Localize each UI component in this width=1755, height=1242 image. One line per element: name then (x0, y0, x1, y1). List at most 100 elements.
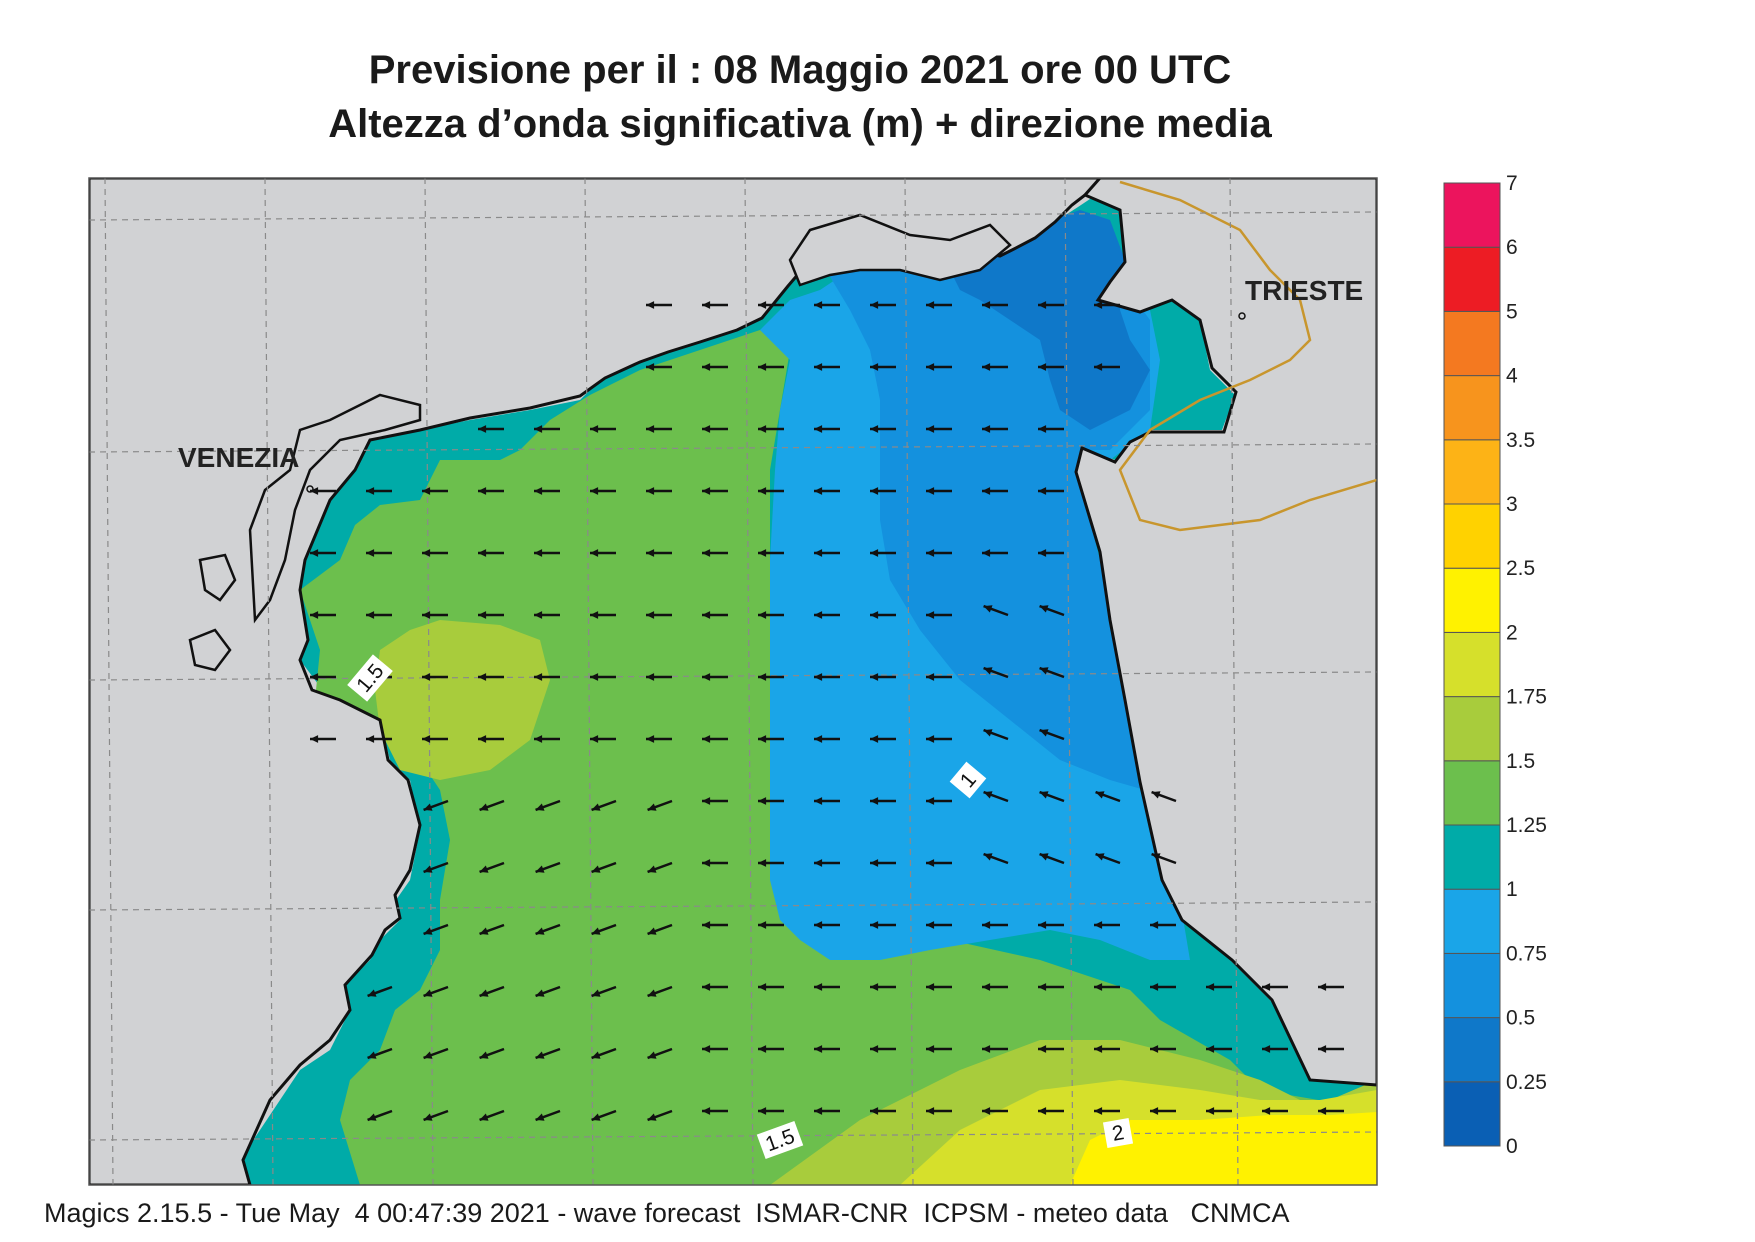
wave-arrow-head (814, 735, 823, 743)
wave-arrow-head (423, 927, 433, 935)
wave-arrow-head (814, 611, 823, 619)
wave-arrow-head (870, 797, 879, 805)
wave-arrow-head (535, 803, 545, 811)
wave-arrow-head (646, 611, 655, 619)
wave-arrow-head (982, 301, 991, 309)
wave-arrow-head (926, 921, 935, 929)
wave-arrow-head (310, 611, 319, 619)
lat-lon-grid (89, 178, 1377, 1185)
wave-arrow-head (1038, 1045, 1047, 1053)
wave-arrow-head (1038, 425, 1047, 433)
wave-arrow-head (366, 487, 375, 495)
wave-arrow-head (478, 673, 487, 681)
wave-arrow-head (982, 983, 991, 991)
wave-arrow-head (758, 1107, 767, 1115)
wave-arrow-head (1206, 1107, 1215, 1115)
wave-arrow-head (1094, 1045, 1103, 1053)
grid-parallel (89, 1131, 1377, 1141)
wave-arrow-head (591, 927, 601, 935)
wave-arrow-head (647, 1051, 657, 1059)
wave-arrow-head (646, 425, 655, 433)
wave-arrow-head (702, 301, 711, 309)
land-east-coast (1074, 178, 1377, 1087)
colorbar-swatch (1443, 246, 1501, 312)
colorbar-tick-label: 0.75 (1506, 942, 1547, 965)
wave-arrow-head (1318, 1045, 1327, 1053)
wave-arrow-head (926, 611, 935, 619)
wave-arrow-head (310, 487, 319, 495)
wave-arrow-head (926, 425, 935, 433)
wave-arrow-head (983, 729, 993, 737)
colorbar-swatch (1443, 375, 1501, 441)
wave-arrow-head (366, 611, 375, 619)
wave-arrow-head (870, 363, 879, 371)
grid-meridian (264, 178, 274, 1185)
colorbar-swatch (1443, 696, 1501, 762)
wave-arrow-head (814, 301, 823, 309)
wave-arrow-head (982, 363, 991, 371)
wave-arrow-head (702, 1107, 711, 1115)
wave-arrow-head (367, 1113, 377, 1121)
wave-arrow-head (926, 487, 935, 495)
wave-arrow-head (534, 487, 543, 495)
wave-arrow-head (1038, 983, 1047, 991)
wave-arrow-head (702, 487, 711, 495)
wave-arrow-head (926, 859, 935, 867)
colorbar-tick-label: 1.25 (1506, 814, 1547, 837)
wave-arrow-head (702, 1045, 711, 1053)
wave-arrow-head (647, 803, 657, 811)
wave-arrow-head (870, 611, 879, 619)
wave-arrow-head (366, 735, 375, 743)
wave-arrow-head (814, 363, 823, 371)
lagoon-island (248, 393, 422, 624)
wave-arrow-head (423, 865, 433, 873)
sea-band-2-2.5 (1070, 1112, 1377, 1185)
colorbar-swatch (1443, 631, 1501, 698)
wave-arrow-head (983, 605, 993, 613)
wave-arrow-head (1094, 301, 1103, 309)
wave-arrow-head (1318, 983, 1327, 991)
wave-arrow-head (591, 1113, 601, 1121)
wave-arrow-head (926, 983, 935, 991)
wave-arrow-head (702, 983, 711, 991)
wave-arrow-head (814, 487, 823, 495)
wave-arrow-head (1095, 853, 1105, 861)
wave-arrow-head (926, 1107, 935, 1115)
venezia-marker (306, 485, 314, 493)
wave-arrow-head (1206, 983, 1215, 991)
contour-label-1: 1 (949, 761, 987, 799)
wave-arrow-head (870, 983, 879, 991)
wave-arrow-head (310, 673, 319, 681)
wave-arrow-head (535, 927, 545, 935)
grid-parallel (89, 443, 1377, 453)
wave-arrow-head (1038, 921, 1047, 929)
wave-arrow-head (982, 1045, 991, 1053)
wave-arrow-head (982, 487, 991, 495)
colorbar-tick-label: 4 (1506, 365, 1518, 388)
wave-arrow-head (702, 735, 711, 743)
wave-arrow-head (1039, 729, 1049, 737)
wave-arrow-head (982, 1107, 991, 1115)
wave-arrow-head (422, 673, 431, 681)
wave-arrow-head (1094, 363, 1103, 371)
grid-meridian (424, 178, 434, 1185)
wave-arrow-head (646, 673, 655, 681)
wave-arrow-head (870, 921, 879, 929)
wave-arrow-head (423, 1051, 433, 1059)
wave-arrow-head (310, 735, 319, 743)
wave-arrow-head (535, 1113, 545, 1121)
colorbar-tick-label: 1 (1506, 878, 1518, 901)
wave-arrow-head (814, 921, 823, 929)
wave-arrow-head (647, 1113, 657, 1121)
lagoon-island (188, 553, 237, 672)
wave-arrow-head (983, 791, 993, 799)
wave-arrow-head (1094, 921, 1103, 929)
wave-arrow-head (535, 865, 545, 873)
wave-arrow-head (926, 549, 935, 557)
wave-arrow-head (758, 1045, 767, 1053)
wave-arrow-head (590, 549, 599, 557)
colorbar-legend: 0 0.25 0.5 0.75 1 1.25 1.5 1.75 2 2.5 3 3.5 4 5 6 7 (1443, 172, 1547, 1158)
grid-meridian (584, 178, 594, 1185)
colorbar-tick-label: 1.5 (1506, 750, 1535, 773)
grid-meridian (1064, 178, 1074, 1185)
